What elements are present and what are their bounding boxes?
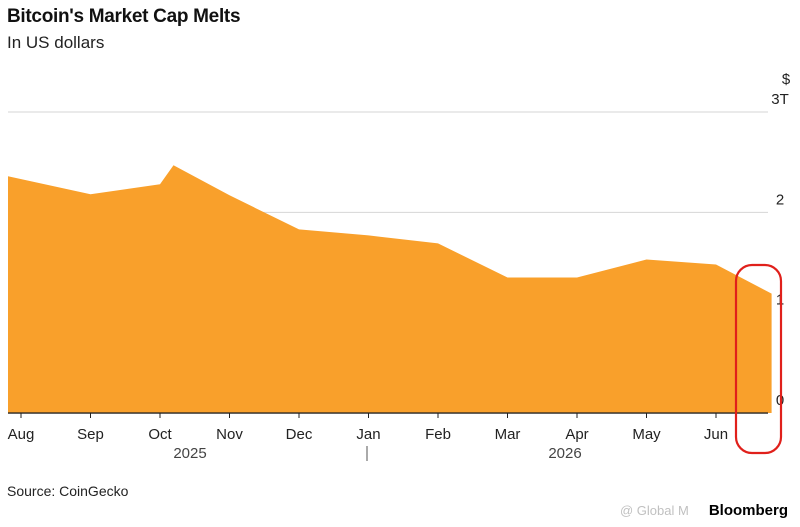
x-tick-label-jan: Jan xyxy=(356,426,380,443)
watermark: @ Global M xyxy=(620,503,689,518)
year-label-2025: 2025 xyxy=(173,445,206,462)
chart-subtitle: In US dollars xyxy=(7,33,105,52)
chart-title: Bitcoin's Market Cap Melts xyxy=(7,6,241,27)
x-tick-label-jun: Jun xyxy=(704,426,728,443)
x-tick-label-nov: Nov xyxy=(216,426,243,443)
y-tick-label-3T: 3T xyxy=(771,91,789,108)
year-label-2026: 2026 xyxy=(548,445,581,462)
x-tick-label-oct: Oct xyxy=(148,426,172,443)
x-tick-label-mar: Mar xyxy=(495,426,521,443)
x-tick-label-sep: Sep xyxy=(77,426,104,443)
brand-logo: Bloomberg xyxy=(708,502,788,519)
highlight-annotation xyxy=(734,263,783,455)
x-tick-label-dec: Dec xyxy=(286,426,313,443)
y-tick-label-2: 2 xyxy=(776,191,784,208)
x-tick-label-may: May xyxy=(632,426,661,443)
y-unit-label: $ xyxy=(782,71,791,88)
x-tick-label-aug: Aug xyxy=(8,426,35,443)
market-cap-area xyxy=(8,165,772,413)
x-tick-label-feb: Feb xyxy=(425,426,451,443)
x-tick-label-apr: Apr xyxy=(565,426,588,443)
source-note: Source: CoinGecko xyxy=(7,483,129,499)
